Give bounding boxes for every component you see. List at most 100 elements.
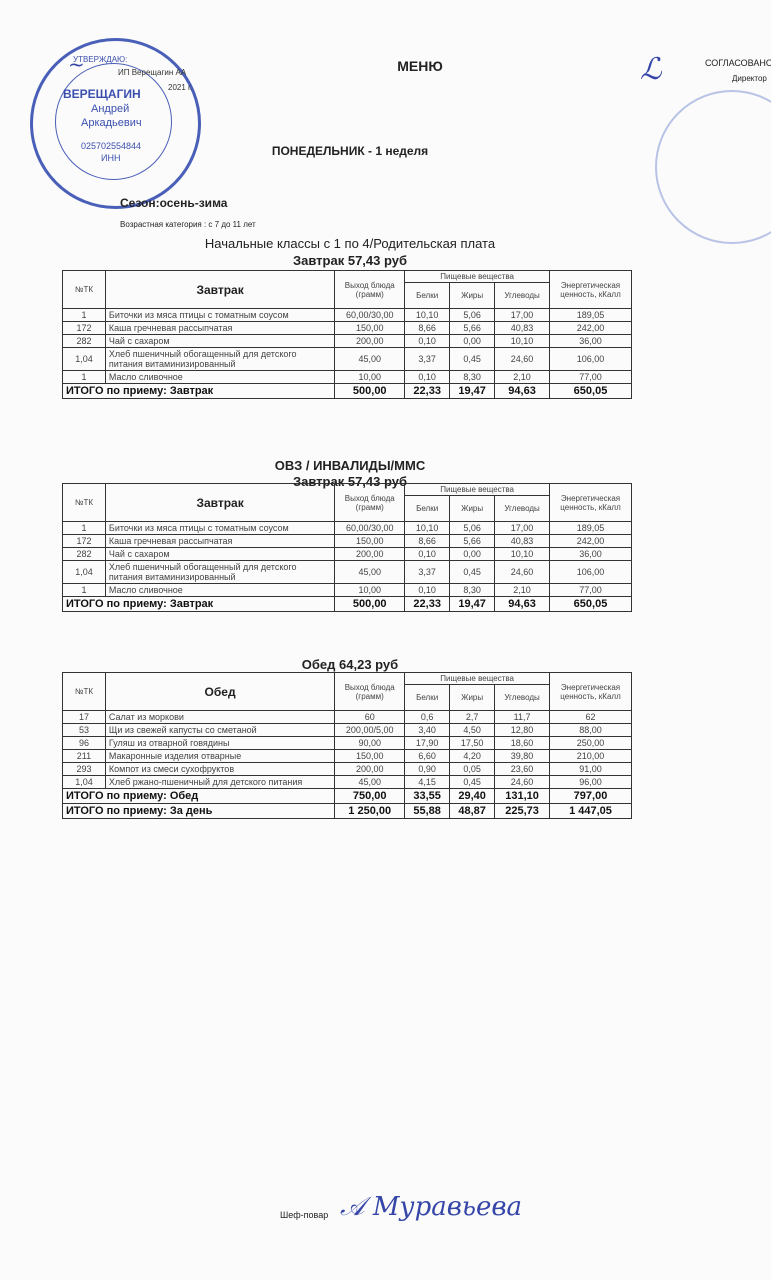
cell: 6,60: [404, 749, 451, 763]
cell: 62: [549, 710, 632, 724]
cell: 10,10: [404, 308, 451, 322]
cell: 53: [62, 723, 106, 737]
cell: 150,00: [334, 534, 406, 548]
cell: 23,60: [494, 762, 551, 776]
cell: Каша гречневая рассыпчатая: [104, 321, 336, 335]
cell: 0,10: [404, 583, 451, 597]
total-cell: 29,40: [449, 788, 496, 804]
director-signature: ℒ: [640, 52, 662, 87]
total-cell: 22,33: [404, 596, 451, 612]
cell: Компот из смеси сухофруктов: [104, 762, 336, 776]
cell: 5,66: [449, 321, 496, 335]
cell: 39,80: [494, 749, 551, 763]
approver-name: ИП Верещагин АА: [118, 68, 187, 77]
total-cell: 650,05: [549, 596, 632, 612]
cell: 17,00: [494, 521, 551, 535]
cell: 210,00: [549, 749, 632, 763]
cell: 200,00: [334, 547, 406, 561]
table-row: 1,04 Хлеб ржано-пшеничный для детского пи…: [62, 775, 632, 789]
table-row: 53 Щи из свежей капусты со сметаной 200,00…: [62, 723, 632, 737]
total-cell: 22,33: [404, 383, 451, 399]
cell: 45,00: [334, 347, 406, 371]
cell: 1: [62, 521, 106, 535]
cell: 36,00: [549, 547, 632, 561]
cell: 12,80: [494, 723, 551, 737]
total-cell: 1 447,05: [549, 803, 632, 819]
table-row: 293 Компот из смеси сухофруктов 200,00 0,90…: [62, 762, 632, 776]
menu-table: №ТК Завтрак Выход блюда (грамм) Пищевые …: [61, 270, 632, 399]
cell: Хлеб пшеничный обогащенный для детского …: [104, 347, 336, 371]
col-fat: Жиры: [449, 684, 496, 711]
cell: 17,50: [449, 736, 496, 750]
cell: 4,50: [449, 723, 496, 737]
cell: 200,00/5,00: [334, 723, 406, 737]
cell: 3,37: [404, 560, 451, 584]
document-title: МЕНЮ: [397, 58, 443, 74]
col-protein: Белки: [404, 684, 451, 711]
stamp-text: 025702554844: [81, 141, 142, 151]
col-energy: Энергетическая ценность, кКалл: [549, 672, 632, 711]
col-carbs: Углеводы: [494, 495, 551, 522]
cell: 0,45: [449, 560, 496, 584]
total-cell: ИТОГО по приему: За день: [61, 803, 336, 819]
cell: 1: [62, 308, 106, 322]
total-cell: 19,47: [449, 596, 496, 612]
cell: 2,10: [494, 583, 551, 597]
cell: 250,00: [549, 736, 632, 750]
agreed-role: Директор: [732, 74, 767, 83]
cell: 17: [62, 710, 106, 724]
approve-year: 2021 г.: [168, 83, 193, 92]
day-title: ПОНЕДЕЛЬНИК - 1 неделя: [271, 144, 429, 158]
col-energy: Энергетическая ценность, кКалл: [549, 483, 632, 522]
table-row: 282 Чай с сахаром 200,00 0,10 0,00 10,10 36,00: [62, 334, 632, 348]
col-nutrients: Пищевые вещества: [404, 672, 551, 685]
cell: 211: [62, 749, 106, 763]
cell: 0,05: [449, 762, 496, 776]
cell: 24,60: [494, 560, 551, 584]
table-row: 1 Биточки из мяса птицы с томатным соусом…: [62, 521, 632, 535]
cell: 40,83: [494, 534, 551, 548]
approver-signature: ~: [68, 52, 85, 76]
total-cell: 500,00: [334, 383, 406, 399]
cell: Салат из моркови: [104, 710, 336, 724]
total-cell: ИТОГО по приему: Завтрак: [61, 596, 336, 612]
table-row: 17 Салат из моркови 60 0,6 2,7 11,7 62: [62, 710, 632, 724]
cell: 1: [62, 583, 106, 597]
total-row: ИТОГО по приему: Завтрак 500,00 22,33 19,47…: [61, 383, 632, 399]
table-row: 211 Макаронные изделия отварные 150,00 6,60…: [62, 749, 632, 763]
cell: 10,00: [334, 370, 406, 384]
cell: 3,40: [404, 723, 451, 737]
stamp-text: Андрей: [91, 103, 130, 115]
col-carbs: Углеводы: [494, 684, 551, 711]
cell: 1,04: [62, 775, 106, 789]
cell: 0,10: [404, 334, 451, 348]
cell: Щи из свежей капусты со сметаной: [104, 723, 336, 737]
cell: 10,10: [494, 547, 551, 561]
cell: 0,45: [449, 775, 496, 789]
cell: 1,04: [62, 347, 106, 371]
total-cell: 94,63: [494, 383, 551, 399]
cell: 96: [62, 736, 106, 750]
approval-stamp: УТВЕРЖДАЮ: ВЕРЕЩАГИН Андрей Аркадьевич 0…: [30, 38, 201, 209]
total-cell: 750,00: [334, 788, 406, 804]
cell: 172: [62, 534, 106, 548]
cell: 4,15: [404, 775, 451, 789]
agreed-stamp: [655, 90, 771, 244]
cell: Чай с сахаром: [104, 547, 336, 561]
cell: Хлеб пшеничный обогащенный для детского …: [104, 560, 336, 584]
cell: 60,00/30,00: [334, 308, 406, 322]
cell: 0,90: [404, 762, 451, 776]
cell: 40,83: [494, 321, 551, 335]
cell: 189,05: [549, 308, 632, 322]
table-row: 282 Чай с сахаром 200,00 0,10 0,00 10,10 36,00: [62, 547, 632, 561]
cell: 24,60: [494, 347, 551, 371]
cell: 17,00: [494, 308, 551, 322]
col-nutrients: Пищевые вещества: [404, 483, 551, 496]
cell: 2,7: [449, 710, 496, 724]
cell: Хлеб ржано-пшеничный для детского питани…: [104, 775, 336, 789]
cell: 1,04: [62, 560, 106, 584]
cell: 200,00: [334, 334, 406, 348]
col-yield: Выход блюда (грамм): [334, 483, 406, 522]
total-cell: 55,88: [404, 803, 451, 819]
cell: 189,05: [549, 521, 632, 535]
